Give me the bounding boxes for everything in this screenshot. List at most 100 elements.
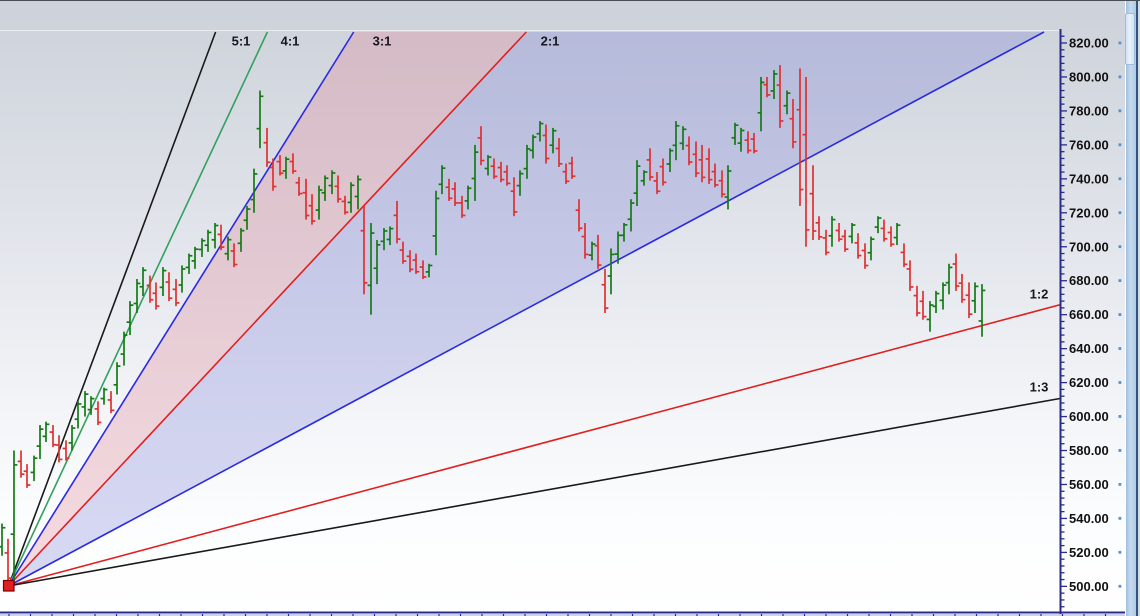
axis-dot: [1118, 449, 1122, 452]
scrollbar-track[interactable]: [1126, 1, 1136, 616]
vertical-scrollbar[interactable]: [1125, 1, 1140, 616]
ohlc-bars: [0, 65, 986, 583]
ohlc-bar: [906, 260, 914, 291]
ohlc-bar: [4, 538, 12, 583]
ohlc-bar: [737, 127, 745, 152]
price-axis-label: 760.00: [1069, 137, 1109, 152]
ohlc-bar: [445, 178, 453, 201]
gann-line-1-2[interactable]: [8, 303, 1061, 587]
ohlc-bar: [341, 195, 349, 215]
ohlc-bar: [627, 199, 635, 232]
price-axis-label: 500.00: [1069, 579, 1109, 594]
axis-dot: [1118, 550, 1122, 554]
axis-dot-markers: [1118, 41, 1122, 588]
price-axis[interactable]: 820.00 800.00 780.00 760.00 740.00 720.00 700.…: [1059, 29, 1109, 614]
ohlc-bar: [763, 76, 771, 98]
ohlc-bar: [211, 222, 219, 249]
ohlc-bar: [731, 122, 739, 145]
time-axis[interactable]: [0, 611, 1140, 616]
ohlc-bar: [750, 132, 758, 154]
ohlc-bar: [776, 65, 784, 128]
price-axis-label: 680.00: [1069, 273, 1109, 288]
ohlc-bar: [484, 155, 492, 176]
ohlc-bar: [503, 165, 511, 186]
gann-line-3-1[interactable]: [7, 31, 355, 587]
price-axis-label: 580.00: [1069, 443, 1109, 458]
ohlc-bar: [399, 241, 407, 264]
ohlc-bar: [867, 236, 875, 261]
ohlc-bar: [529, 134, 537, 159]
ohlc-bar: [100, 387, 108, 405]
price-axis-label: 520.00: [1069, 545, 1109, 560]
time-axis-strip: [0, 614, 1140, 616]
gann-line-1-1[interactable]: [8, 31, 1045, 587]
gann-fan[interactable]: 5:1 4:1 3:1 2:1 1:2 1:3: [7, 31, 1061, 587]
ohlc-bar: [854, 233, 862, 259]
price-axis-label: 640.00: [1069, 341, 1109, 356]
ohlc-bar: [282, 156, 290, 179]
ohlc-bar: [74, 401, 82, 429]
ohlc-bar: [581, 222, 589, 259]
axis-dot: [1118, 381, 1122, 384]
ohlc-bar: [757, 76, 765, 132]
gann-line-label-1-3: 1:3: [1030, 380, 1049, 395]
ohlc-bar: [971, 282, 979, 313]
ohlc-bar: [861, 243, 869, 269]
ohlc-bar: [945, 263, 953, 295]
ohlc-bar: [419, 260, 427, 280]
ohlc-bar: [588, 241, 596, 261]
gann-line-1-3[interactable]: [8, 397, 1061, 587]
ohlc-bar: [386, 226, 394, 246]
ohlc-bar: [679, 126, 687, 150]
ohlc-bar: [698, 144, 706, 183]
ohlc-bar: [321, 175, 329, 201]
ohlc-bar: [653, 172, 661, 195]
ohlc-bar: [900, 243, 908, 268]
ohlc-bar: [113, 362, 121, 395]
fan-origin-marker[interactable]: [2, 579, 15, 592]
ohlc-bar: [315, 185, 323, 220]
gann-line-4-1[interactable]: [7, 31, 269, 587]
gann-line-label-3-1: 3:1: [373, 34, 392, 49]
ohlc-bar: [497, 161, 505, 183]
ohlc-bar: [685, 136, 693, 166]
ohlc-bar: [0, 523, 6, 556]
ohlc-bar: [94, 401, 102, 426]
ohlc-bar: [672, 121, 680, 161]
ohlc-bar: [438, 165, 446, 195]
ohlc-bar: [347, 182, 355, 213]
ohlc-bar: [451, 182, 459, 207]
ohlc-bar: [958, 273, 966, 303]
gann-line-5-1[interactable]: [7, 31, 217, 587]
ohlc-bar: [354, 175, 362, 210]
ohlc-bar: [835, 222, 843, 242]
price-axis-label: 620.00: [1069, 375, 1109, 390]
ohlc-bar: [243, 206, 251, 230]
ohlc-bar: [965, 282, 973, 319]
ohlc-bar: [107, 391, 115, 414]
ohlc-bar: [620, 222, 628, 242]
ohlc-bar: [237, 228, 245, 252]
ohlc-bar: [250, 168, 258, 213]
ohlc-bar: [848, 222, 856, 244]
gann-line-2-1[interactable]: [7, 31, 527, 587]
ohlc-bar: [152, 282, 160, 310]
ohlc-bar: [159, 267, 167, 297]
ohlc-bar: [289, 153, 297, 174]
ohlc-bar: [471, 144, 479, 201]
ohlc-bar: [978, 284, 986, 337]
ohlc-bar: [477, 126, 485, 166]
ohlc-bar: [139, 267, 147, 297]
ohlc-bar: [295, 177, 303, 196]
ohlc-bar: [191, 246, 199, 269]
scrollbar-thumb[interactable]: [1125, 13, 1135, 65]
ohlc-bar: [659, 158, 667, 186]
ohlc-bar: [360, 206, 368, 295]
ohlc-bar: [30, 455, 38, 482]
price-axis-label: 720.00: [1069, 205, 1109, 220]
ohlc-bar: [146, 275, 154, 303]
ohlc-bar: [185, 253, 193, 274]
axis-dot: [1118, 313, 1122, 316]
ohlc-bar: [919, 290, 927, 320]
